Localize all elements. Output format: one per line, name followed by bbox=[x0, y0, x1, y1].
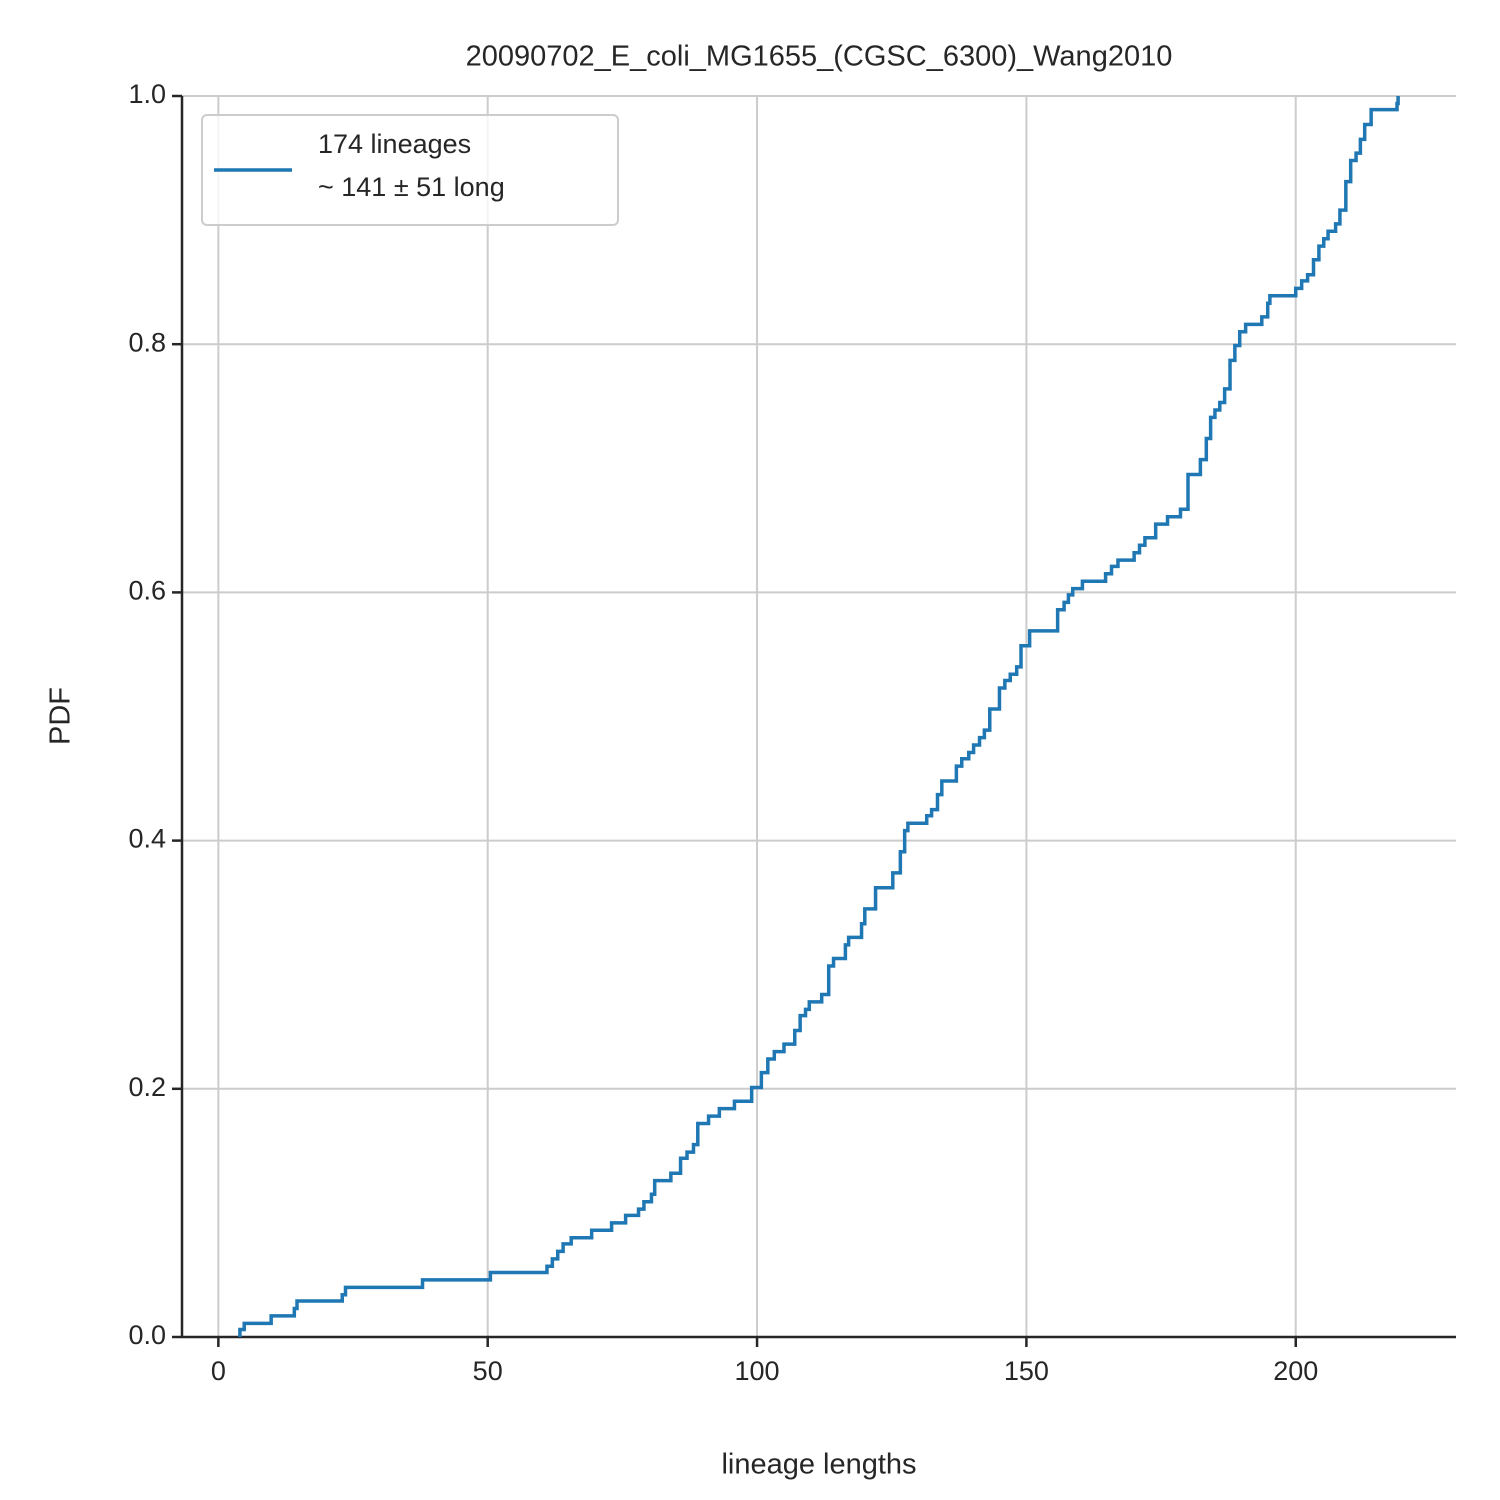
legend: 174 lineages ~ 141 ± 51 long bbox=[201, 114, 619, 226]
y-tick-label: 0.4 bbox=[128, 824, 166, 854]
x-tick-label: 100 bbox=[735, 1356, 780, 1386]
ecdf-line bbox=[238, 96, 1400, 1337]
legend-label: 174 lineages ~ 141 ± 51 long bbox=[318, 129, 505, 202]
y-tick-label: 0.6 bbox=[128, 576, 166, 606]
x-tick-label: 150 bbox=[1004, 1356, 1049, 1386]
x-tick-label: 0 bbox=[211, 1356, 226, 1386]
y-tick-label: 0.0 bbox=[128, 1320, 166, 1350]
y-tick-label: 0.2 bbox=[128, 1072, 166, 1102]
chart-title: 20090702_E_coli_MG1655_(CGSC_6300)_Wang2… bbox=[466, 41, 1173, 73]
y-tick-label: 1.0 bbox=[128, 79, 166, 109]
x-axis-label: lineage lengths bbox=[721, 1449, 916, 1481]
y-axis-label: PDF bbox=[45, 687, 77, 745]
x-tick-label: 50 bbox=[473, 1356, 503, 1386]
legend-box bbox=[201, 114, 619, 226]
y-tick-label: 0.8 bbox=[128, 327, 166, 357]
x-tick-label: 200 bbox=[1273, 1356, 1318, 1386]
